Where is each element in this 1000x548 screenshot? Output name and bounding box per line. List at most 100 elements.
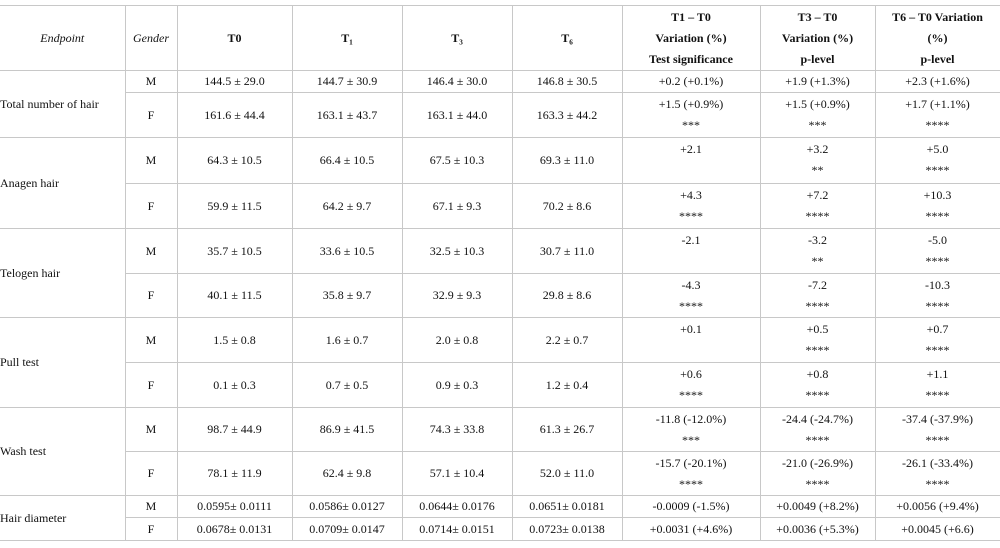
variation-cell: +1.9 (+1.3%) — [759, 70, 876, 93]
mean-cell: 98.7 ± 44.9 — [176, 407, 293, 452]
variation-value: +1.1 — [926, 367, 949, 381]
significance: **** — [805, 299, 830, 313]
mean-value: 0.9 ± 0.3 — [435, 377, 479, 392]
significance: **** — [679, 209, 703, 223]
significance: *** — [808, 118, 827, 132]
variation-value: -10.3 — [925, 278, 950, 292]
mean-cell: 163.1 ± 44.0 — [401, 92, 513, 138]
variation-value: +0.2 (+0.1%) — [658, 74, 724, 88]
header-text: Variation (%) — [655, 30, 727, 45]
significance: *** — [682, 118, 700, 132]
variation-cell: +0.6 **** — [621, 362, 761, 408]
mean-cell: 146.8 ± 30.5 — [511, 70, 623, 93]
significance: **** — [925, 388, 950, 402]
mean-value: 0.7 ± 0.5 — [325, 377, 369, 392]
gender-label: M — [145, 243, 157, 258]
mean-cell: 0.0714± 0.0151 — [401, 517, 513, 541]
mean-value: 0.0644± 0.0176 — [419, 499, 495, 513]
significance: **** — [925, 209, 950, 223]
variation-value: -5.0 — [928, 233, 947, 247]
header-text: T₁ — [341, 30, 353, 45]
significance: *** — [682, 433, 700, 447]
variation-value: +0.6 — [680, 367, 702, 381]
significance: **** — [925, 118, 950, 132]
mean-value: 52.0 ± 11.0 — [539, 466, 595, 480]
data-row: F 161.6 ± 44.4 163.1 ± 43.7 163.1 ± 44.0 163… — [0, 92, 1000, 138]
mean-value: 2.2 ± 0.7 — [545, 332, 589, 347]
variation-cell: -3.2 ** — [759, 228, 876, 274]
mean-value: 163.1 ± 43.7 — [316, 107, 378, 122]
variation-value: -37.4 (-37.9%) — [902, 412, 973, 426]
gender-cell: F — [124, 92, 178, 138]
gender-label: F — [147, 521, 155, 536]
endpoint-label: Pull test — [0, 355, 40, 369]
variation-cell: -21.0 (-26.9%) **** — [759, 451, 876, 496]
variation-value: -2.1 — [681, 233, 701, 247]
mean-cell: 64.3 ± 10.5 — [176, 137, 293, 184]
mean-cell: 144.7 ± 30.9 — [291, 70, 403, 93]
variation-value: +0.0031 (+4.6%) — [649, 521, 733, 536]
variation-value: -7.2 — [808, 278, 827, 292]
significance: **** — [679, 299, 703, 313]
endpoint-label: Anagen hair — [0, 175, 59, 190]
mean-value: 32.5 ± 10.3 — [429, 243, 485, 258]
mean-value: 30.7 ± 11.0 — [539, 243, 595, 258]
column-header: T1 – T0 Variation (%) Test significance — [621, 5, 761, 71]
mean-cell: 62.4 ± 9.8 — [291, 451, 403, 496]
variation-cell: -15.7 (-20.1%) **** — [621, 451, 761, 496]
mean-value: 0.0723± 0.0138 — [529, 521, 605, 536]
mean-value: 66.4 ± 10.5 — [319, 153, 375, 167]
variation-value: +0.0045 (+6.6) — [901, 521, 974, 536]
column-header: T6 – T0 Variation (%) p-level — [874, 5, 1000, 71]
mean-value: 0.0714± 0.0151 — [419, 521, 495, 536]
variation-value: +0.7 — [926, 322, 949, 336]
gender-label: M — [145, 74, 157, 88]
variation-value: +1.7 (+1.1%) — [905, 97, 970, 111]
mean-cell: 0.0678± 0.0131 — [176, 517, 293, 541]
page: {"table": { "header": [ ["Endpoint"], ["… — [0, 5, 1000, 548]
endpoint-cell: Wash test — [0, 407, 126, 496]
mean-value: 64.2 ± 9.7 — [322, 198, 372, 213]
mean-cell: 32.9 ± 9.3 — [401, 273, 513, 318]
endpoint-cell: Hair diameter — [0, 495, 126, 541]
variation-cell: +4.3 **** — [621, 183, 761, 229]
mean-cell: 33.6 ± 10.5 — [291, 228, 403, 274]
mean-value: 1.5 ± 0.8 — [213, 332, 256, 347]
mean-value: 35.8 ± 9.7 — [322, 288, 372, 302]
variation-value: +0.0056 (+9.4%) — [896, 499, 979, 513]
significance: **** — [925, 477, 950, 491]
gender-cell: M — [124, 407, 178, 452]
gender-cell: M — [124, 70, 178, 93]
significance: **** — [925, 254, 950, 268]
mean-value: 163.3 ± 44.2 — [536, 107, 598, 122]
variation-value: -21.0 (-26.9%) — [782, 456, 853, 470]
mean-cell: 0.0595± 0.0111 — [176, 495, 293, 518]
gender-cell: F — [124, 183, 178, 229]
variation-cell: +2.3 (+1.6%) — [874, 70, 1000, 93]
gender-cell: F — [124, 362, 178, 408]
mean-cell: 163.3 ± 44.2 — [511, 92, 623, 138]
variation-cell: +2.1 — [621, 137, 761, 184]
mean-cell: 161.6 ± 44.4 — [176, 92, 293, 138]
column-header: T3 – T0 Variation (%) p-level — [759, 5, 876, 71]
significance: **** — [805, 343, 830, 357]
variation-value: +1.5 (+0.9%) — [658, 97, 724, 111]
mean-value: 29.8 ± 8.6 — [542, 288, 592, 302]
mean-value: 1.6 ± 0.7 — [325, 332, 369, 347]
significance: **** — [805, 433, 830, 447]
gender-cell: M — [124, 495, 178, 518]
column-header: T0 — [176, 5, 293, 71]
significance: ** — [811, 163, 824, 177]
variation-value: -24.4 (-24.7%) — [782, 412, 853, 426]
mean-cell: 35.7 ± 10.5 — [176, 228, 293, 274]
endpoint-label: Telogen hair — [0, 265, 61, 280]
significance: **** — [805, 209, 830, 223]
mean-value: 161.6 ± 44.4 — [204, 107, 265, 122]
mean-cell: 0.0644± 0.0176 — [401, 495, 513, 518]
variation-value: +7.2 — [806, 188, 829, 202]
mean-cell: 29.8 ± 8.6 — [511, 273, 623, 318]
mean-cell: 57.1 ± 10.4 — [401, 451, 513, 496]
significance: **** — [805, 388, 830, 402]
significance: **** — [679, 477, 703, 491]
mean-cell: 30.7 ± 11.0 — [511, 228, 623, 274]
